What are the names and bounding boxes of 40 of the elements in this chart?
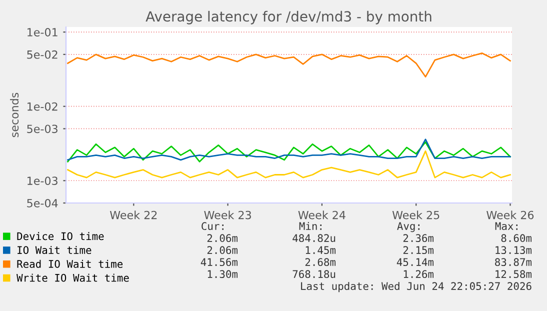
text: 1.30m [208, 270, 238, 278]
text: Avg: [397, 222, 420, 232]
legend-label: Write IO Wait time [16, 274, 129, 282]
x-tick-label: Week 26 [486, 210, 534, 220]
line-series [67, 150, 511, 178]
chart-title: Average latency for /dev/md3 - by month [146, 10, 432, 24]
text: 2.06m [207, 234, 238, 242]
x-tick-label: Week 25 [392, 210, 440, 220]
text: 13.13m [496, 246, 532, 254]
y-axis-title: seconds [10, 92, 19, 138]
text: 12.58m [496, 270, 532, 278]
text: 2.68m [305, 258, 336, 266]
x-tick-label: Week 24 [298, 210, 346, 220]
x-tick-label: Week 22 [110, 210, 157, 220]
y-tick-label: 5e-02 [27, 50, 58, 59]
legend-label: Read IO Wait time [17, 260, 123, 268]
text: Max: [495, 222, 518, 230]
y-tick-label: 1e-02 [28, 102, 58, 111]
y-tick-label: 5e-04 [27, 198, 58, 208]
line-series [67, 52, 511, 78]
x-tick-label: Week 23 [204, 210, 251, 220]
text: 2.15m [403, 246, 434, 254]
legend-label: IO Wait time [18, 246, 92, 254]
text: 1.26m [404, 270, 434, 278]
text: 45.14m [396, 258, 434, 266]
text: 484.82u [292, 234, 336, 242]
text: 83.87m [495, 258, 532, 266]
y-tick-label: 5e-03 [27, 124, 58, 134]
text: 768.18u [292, 270, 336, 278]
text: 1.45m [306, 246, 336, 254]
text: Cur: [202, 222, 224, 230]
text: 8.60m [501, 234, 532, 242]
text: Last update: Wed Jun 24 22:05:27 2026 [301, 282, 532, 292]
y-tick-label: 1e-03 [28, 176, 58, 186]
text: 2.36m [403, 234, 434, 242]
y-tick-label: 1e-01 [28, 28, 58, 36]
text: 41.56m [200, 258, 238, 266]
text: Min: [299, 222, 322, 230]
text: 2.06m [207, 246, 238, 254]
legend-label: Device IO time [17, 232, 104, 240]
